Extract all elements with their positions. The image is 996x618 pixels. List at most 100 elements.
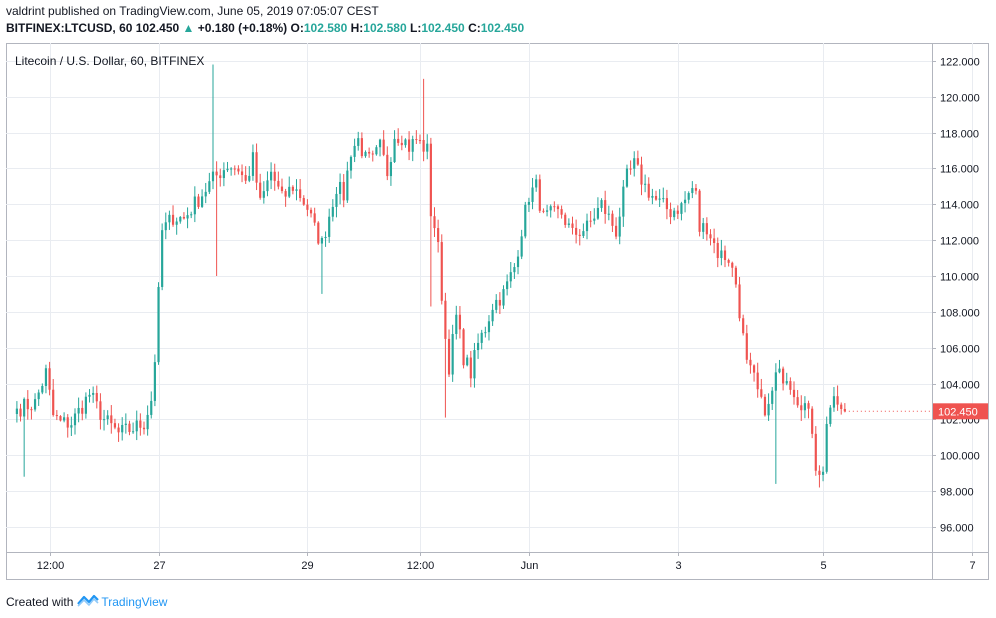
candle-body (251, 152, 255, 176)
candle-body (618, 216, 621, 237)
candle-body (33, 399, 37, 410)
candle-body (487, 321, 491, 333)
candle-body (524, 204, 527, 237)
candle-body (222, 170, 225, 179)
candle-body (306, 204, 309, 210)
candle-body (266, 180, 269, 192)
close-value: 102.450 (480, 21, 525, 35)
time-axis[interactable]: 12:00 27 29 12:00 Jun 3 5 7 (37, 552, 976, 572)
price-tick-label: 98.000 (940, 487, 974, 499)
candle-body (113, 423, 117, 428)
candle-body (375, 147, 378, 155)
candle-body (440, 242, 443, 301)
candle-body (338, 181, 342, 194)
candle-body (466, 357, 469, 366)
candle-body (317, 222, 320, 244)
chart-area[interactable]: 96.000 98.000 100.000 102.000 104.000 106.000… (6, 43, 989, 580)
candle-body (124, 423, 127, 425)
candle-body (840, 404, 843, 409)
candle-body (752, 365, 756, 373)
candle-body (63, 417, 66, 421)
candle-body (92, 392, 95, 395)
candle-body (633, 158, 636, 169)
candle-body (59, 416, 62, 421)
candle-body (644, 183, 647, 185)
candle-body (244, 175, 247, 181)
price-tick-label: 114.000 (940, 200, 979, 212)
candle-body (349, 156, 353, 171)
candle-body (437, 228, 440, 243)
author-name[interactable]: valdrint (6, 4, 45, 18)
candle-body (95, 392, 98, 402)
candle-body (665, 198, 668, 210)
candle-body (204, 191, 207, 197)
candle-body (691, 188, 694, 194)
candle-body (447, 338, 451, 375)
candle-body (545, 210, 549, 212)
time-tick-label: 5 (820, 560, 826, 572)
tradingview-link[interactable]: TradingView (101, 594, 168, 609)
candle-body (673, 210, 676, 218)
up-arrow-icon: ▲ (182, 21, 195, 35)
candle-body (785, 381, 788, 384)
candle-body (233, 168, 236, 170)
tradingview-logo-icon (77, 593, 100, 610)
candle-body (614, 225, 618, 237)
candle-body (556, 206, 560, 210)
price-tick-label: 96.000 (940, 523, 974, 535)
candle-body (455, 314, 458, 335)
candlestick-chart[interactable]: 96.00098.000100.000102.000104.000106.000… (6, 43, 989, 580)
candle-body (705, 223, 708, 235)
candle-body (364, 151, 367, 157)
candle-body (640, 164, 643, 185)
candle-body (720, 250, 723, 259)
candle-body (716, 242, 719, 259)
candle-body (19, 408, 22, 417)
candle-body (647, 183, 650, 198)
time-tick-label: Jun (521, 560, 539, 572)
candle-body (368, 151, 371, 154)
candle-body (836, 396, 839, 405)
candle-body (600, 200, 603, 208)
candle-body (662, 198, 665, 200)
candle-body (230, 168, 233, 170)
candle-body (687, 193, 690, 200)
candle-body (157, 286, 160, 363)
candle-body (182, 216, 186, 219)
candle-body (763, 396, 767, 416)
candle-body (429, 143, 432, 217)
candle-body (226, 168, 229, 171)
candle-body (208, 181, 211, 192)
candle-body (378, 139, 382, 148)
price-axis[interactable]: 96.00098.000100.000102.000104.000106.000… (932, 57, 980, 535)
candle-body (832, 396, 836, 408)
candle-body (484, 332, 487, 334)
candle-body (596, 207, 600, 219)
candle-body (589, 220, 592, 222)
candle-body (77, 407, 80, 414)
candle-body (346, 170, 349, 201)
candle-body (153, 362, 156, 401)
candle-body (702, 223, 705, 232)
candle-body (291, 186, 294, 191)
candle-body (575, 227, 578, 235)
price-tick-label: 106.000 (940, 344, 980, 356)
candle-body (146, 414, 149, 430)
candle-body (248, 175, 251, 181)
candle-body (749, 359, 752, 366)
candle-body (480, 332, 483, 343)
change-value: +0.180 (+0.18%) (197, 21, 288, 35)
candle-body (760, 389, 763, 397)
candle-body (713, 238, 716, 243)
candle-body (197, 196, 200, 207)
publish-info: valdrint published on TradingView.com, J… (6, 4, 379, 18)
candle-body (469, 357, 472, 379)
high-label: H: (350, 21, 364, 35)
candle-body (542, 210, 545, 212)
candle-body (128, 423, 131, 432)
candle-body (553, 206, 556, 208)
candle-body (825, 423, 828, 472)
candle-body (171, 214, 175, 225)
candle-body (164, 222, 167, 231)
price-tick-label: 100.000 (940, 451, 980, 463)
